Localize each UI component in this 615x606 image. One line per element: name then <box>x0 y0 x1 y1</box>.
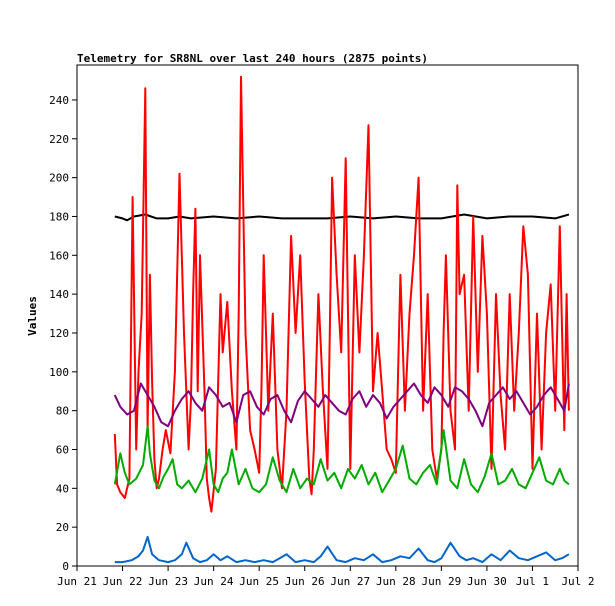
y-tick-label: 100 <box>49 366 69 379</box>
x-tick-label: Jun 21 <box>57 575 97 588</box>
x-tick-label: Jun 25 <box>239 575 279 588</box>
y-tick-label: 120 <box>49 327 69 340</box>
x-tick-label: Jul 1 <box>516 575 549 588</box>
x-tick-label: Jun 30 <box>467 575 507 588</box>
x-tick-label: Jun 22 <box>103 575 143 588</box>
y-tick-label: 180 <box>49 210 69 223</box>
chart-title: Telemetry for SR8NL over last 240 hours … <box>77 52 428 65</box>
y-tick-label: 240 <box>49 94 69 107</box>
y-tick-label: 60 <box>56 443 69 456</box>
y-tick-label: 220 <box>49 133 69 146</box>
series-layer <box>113 75 570 564</box>
x-tick-label: Jun 23 <box>148 575 188 588</box>
series-line-5 <box>114 535 570 564</box>
y-tick-label: 140 <box>49 288 69 301</box>
x-tick-label: Jun 24 <box>194 575 234 588</box>
y-tick-label: 20 <box>56 521 69 534</box>
x-tick-label: Jul 2 <box>561 575 594 588</box>
y-tick-label: 40 <box>56 482 69 495</box>
x-tick-label: Jun 28 <box>376 575 416 588</box>
x-tick-label: Jun 29 <box>421 575 461 588</box>
y-axis-label: Values <box>26 296 39 336</box>
y-tick-label: 200 <box>49 172 69 185</box>
y-tick-label: 160 <box>49 249 69 262</box>
x-tick-label: Jun 27 <box>330 575 370 588</box>
x-axis: Jun 21 Jun 22 Jun 23 Jun 24 Jun 25 Jun 26 Jun … <box>57 566 595 588</box>
x-tick-label: Jun 26 <box>285 575 325 588</box>
series-line-4 <box>113 382 570 428</box>
y-tick-label: 80 <box>56 405 69 418</box>
y-axis: 0 20 40 60 80 100 120 140 160 180 200 220 240 <box>49 94 77 573</box>
plot-frame <box>76 64 579 567</box>
series-line-3 <box>113 425 570 494</box>
series-line-1 <box>114 213 570 222</box>
series-line-2 <box>113 75 570 513</box>
y-tick-label: 0 <box>62 560 69 573</box>
